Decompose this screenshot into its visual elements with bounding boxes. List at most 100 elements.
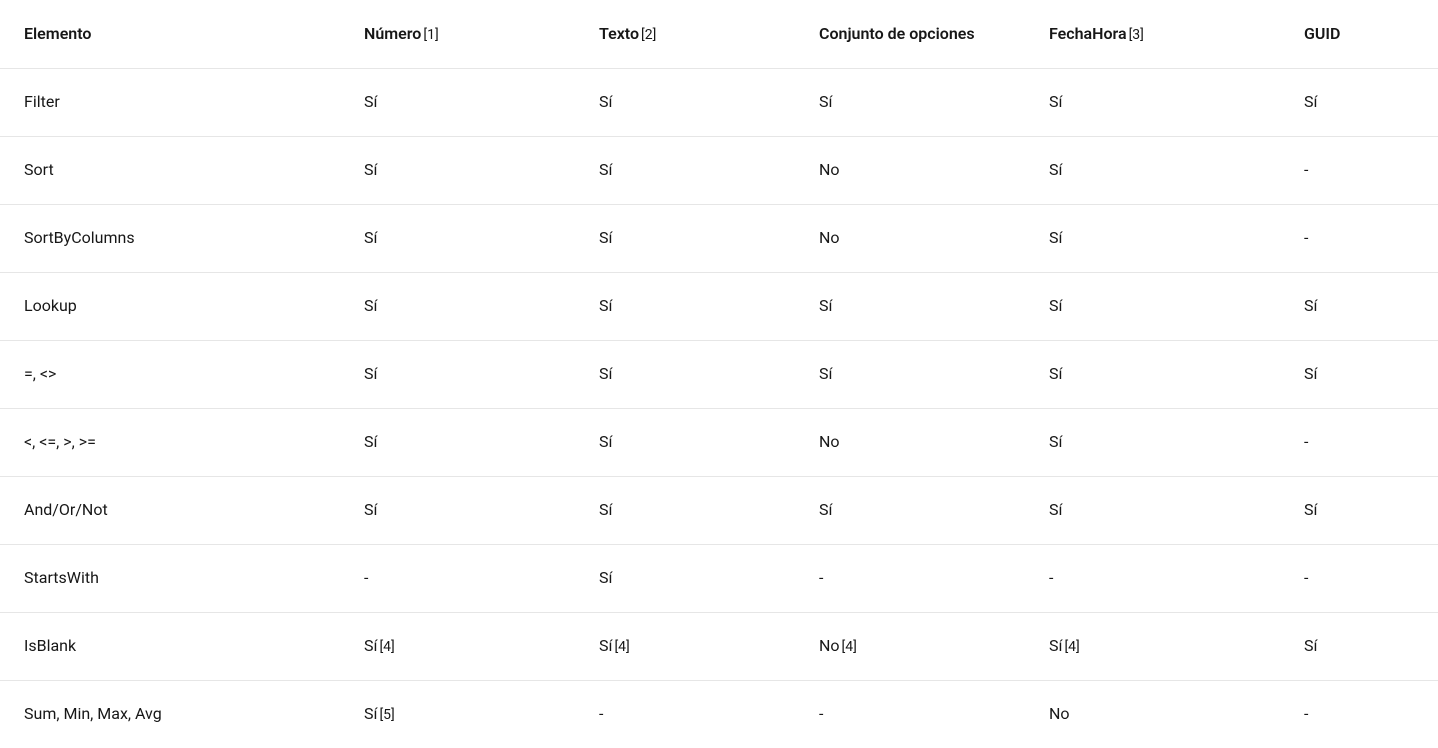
- cell-numero: Sí: [340, 136, 575, 204]
- cell-value: -: [1304, 160, 1308, 179]
- cell-numero: -: [340, 544, 575, 612]
- cell-value: Sí: [599, 432, 612, 451]
- cell-guid: -: [1280, 680, 1438, 748]
- cell-fechahora: -: [1025, 544, 1280, 612]
- cell-guid: Sí: [1280, 612, 1438, 680]
- cell-numero: Sí: [340, 272, 575, 340]
- cell-value: Lookup: [24, 296, 77, 315]
- cell-value: Sí: [364, 160, 377, 179]
- cell-value: Sí: [364, 704, 377, 723]
- cell-numero: Sí[5]: [340, 680, 575, 748]
- cell-conjunto-de-opciones: -: [795, 680, 1025, 748]
- cell-value: Sort: [24, 160, 54, 179]
- cell-guid: Sí: [1280, 68, 1438, 136]
- table-row: Lookup Sí Sí Sí Sí Sí: [0, 272, 1438, 340]
- cell-value: =, <>: [24, 364, 56, 383]
- cell-elemento: Filter: [0, 68, 340, 136]
- cell-conjunto-de-opciones: Sí: [795, 272, 1025, 340]
- table-head: Elemento Número[1] Texto[2] Conjunto de …: [0, 0, 1438, 68]
- cell-value: Filter: [24, 92, 60, 111]
- cell-fechahora: Sí: [1025, 68, 1280, 136]
- cell-elemento: =, <>: [0, 340, 340, 408]
- table-row: =, <> Sí Sí Sí Sí Sí: [0, 340, 1438, 408]
- cell-value: Sí: [364, 296, 377, 315]
- cell-numero: Sí: [340, 68, 575, 136]
- cell-texto: Sí: [575, 408, 795, 476]
- cell-value: Sí: [599, 160, 612, 179]
- cell-texto: Sí: [575, 136, 795, 204]
- table-header-row: Elemento Número[1] Texto[2] Conjunto de …: [0, 0, 1438, 68]
- cell-elemento: Sum, Min, Max, Avg: [0, 680, 340, 748]
- cell-guid: Sí: [1280, 340, 1438, 408]
- cell-value: Sí: [1049, 92, 1062, 111]
- cell-value: Sí: [1304, 636, 1317, 655]
- table-row: IsBlank Sí[4] Sí[4] No[4] Sí[4] Sí: [0, 612, 1438, 680]
- cell-numero: Sí: [340, 476, 575, 544]
- cell-fechahora: Sí: [1025, 272, 1280, 340]
- cell-value: Sí: [1304, 296, 1317, 315]
- cell-value: Sí: [1049, 296, 1062, 315]
- cell-value: -: [1304, 228, 1308, 247]
- cell-conjunto-de-opciones: Sí: [795, 340, 1025, 408]
- cell-ref: [4]: [614, 639, 629, 655]
- cell-texto: -: [575, 680, 795, 748]
- cell-value: Sí: [1049, 228, 1062, 247]
- cell-value: Sí: [364, 500, 377, 519]
- cell-fechahora: No: [1025, 680, 1280, 748]
- cell-fechahora: Sí: [1025, 204, 1280, 272]
- cell-numero: Sí: [340, 408, 575, 476]
- cell-value: Sí: [1049, 364, 1062, 383]
- cell-value: Sí: [599, 92, 612, 111]
- cell-conjunto-de-opciones: Sí: [795, 68, 1025, 136]
- cell-texto: Sí: [575, 340, 795, 408]
- table-row: Sort Sí Sí No Sí -: [0, 136, 1438, 204]
- cell-value: -: [819, 568, 823, 587]
- cell-value: Sí: [599, 568, 612, 587]
- cell-value: No: [819, 228, 840, 247]
- cell-elemento: <, <=, >, >=: [0, 408, 340, 476]
- table-row: StartsWith - Sí - - -: [0, 544, 1438, 612]
- cell-value: StartsWith: [24, 568, 99, 587]
- cell-value: Sum, Min, Max, Avg: [24, 704, 162, 723]
- cell-value: Sí: [599, 500, 612, 519]
- cell-elemento: Sort: [0, 136, 340, 204]
- cell-guid: -: [1280, 204, 1438, 272]
- cell-value: Sí: [1049, 636, 1062, 655]
- cell-value: Sí: [1049, 160, 1062, 179]
- col-header-numero: Número[1]: [340, 0, 575, 68]
- cell-texto: Sí: [575, 272, 795, 340]
- cell-fechahora: Sí: [1025, 476, 1280, 544]
- cell-texto: Sí: [575, 476, 795, 544]
- cell-fechahora: Sí: [1025, 408, 1280, 476]
- cell-elemento: IsBlank: [0, 612, 340, 680]
- col-header-conjunto-de-opciones: Conjunto de opciones: [795, 0, 1025, 68]
- cell-value: And/Or/Not: [24, 500, 108, 519]
- cell-value: Sí: [1304, 500, 1317, 519]
- cell-value: Sí: [819, 92, 832, 111]
- cell-value: No: [819, 160, 840, 179]
- cell-value: Sí: [599, 364, 612, 383]
- col-header-label: GUID: [1304, 24, 1340, 43]
- cell-value: No: [1049, 704, 1070, 723]
- col-header-label: Conjunto de opciones: [819, 24, 975, 43]
- cell-conjunto-de-opciones: -: [795, 544, 1025, 612]
- col-header-ref: [2]: [641, 27, 656, 43]
- cell-fechahora: Sí: [1025, 136, 1280, 204]
- cell-elemento: Lookup: [0, 272, 340, 340]
- cell-value: -: [1049, 568, 1053, 587]
- cell-value: -: [1304, 704, 1308, 723]
- cell-value: Sí: [364, 228, 377, 247]
- cell-value: Sí: [1304, 364, 1317, 383]
- cell-value: Sí: [819, 500, 832, 519]
- cell-value: Sí: [364, 364, 377, 383]
- cell-numero: Sí: [340, 204, 575, 272]
- cell-value: Sí: [599, 228, 612, 247]
- cell-value: Sí: [1049, 500, 1062, 519]
- cell-value: No: [819, 432, 840, 451]
- col-header-label: Elemento: [24, 24, 91, 43]
- col-header-texto: Texto[2]: [575, 0, 795, 68]
- cell-value: Sí: [599, 296, 612, 315]
- col-header-ref: [3]: [1129, 27, 1144, 43]
- cell-texto: Sí: [575, 544, 795, 612]
- cell-value: Sí: [1049, 432, 1062, 451]
